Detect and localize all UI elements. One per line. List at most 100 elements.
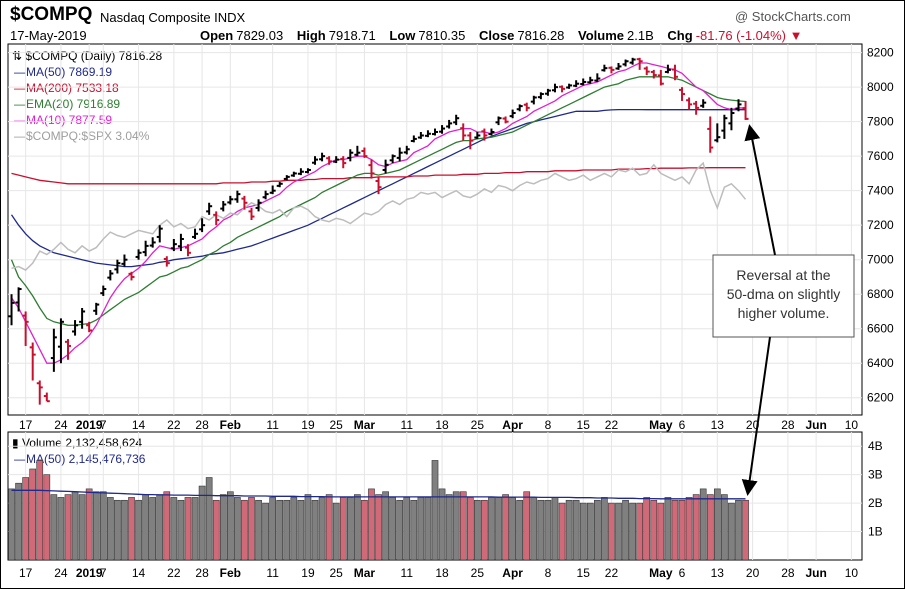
vol-ma50-swatch: —	[14, 452, 26, 466]
volume-bar	[255, 499, 262, 560]
volume-bar	[248, 497, 255, 560]
volume-bar	[339, 497, 347, 560]
volume-bar	[198, 485, 206, 560]
legend-ma50: —MA(50) 7869.19	[14, 65, 112, 79]
volume-bar	[721, 494, 728, 560]
close-value: 7816.28	[517, 28, 565, 43]
volume-bar	[396, 499, 404, 560]
price-y-tick-label: 6600	[867, 322, 894, 336]
legend-ema20-text: EMA(20) 7916.89	[26, 97, 121, 111]
price-x-tick-label: 11	[266, 418, 279, 432]
price-x-tick-label: 11	[401, 418, 414, 432]
volume-bar	[191, 497, 199, 560]
price-x-tick-label: 19	[301, 418, 315, 432]
ema20-line	[10, 76, 746, 326]
volume-label: Volume	[578, 28, 625, 43]
volume-bar	[332, 502, 340, 560]
volume-x-tick-label: 10	[845, 566, 859, 580]
volume-bar	[643, 497, 651, 560]
volume-bar	[692, 494, 700, 560]
ma10-line	[10, 62, 746, 364]
volume-bar	[516, 499, 524, 560]
volume-x-tick-label: 22	[167, 566, 181, 580]
volume-x-tick-label: 19	[301, 566, 315, 580]
volume-x-tick-label: 11	[401, 566, 414, 580]
volume-bar	[234, 497, 241, 560]
volume-bar	[481, 499, 488, 560]
volume-bar	[114, 499, 121, 560]
company-name: Nasdaq Composite INDX	[100, 10, 246, 25]
volume-x-tick-label: Feb	[220, 566, 241, 580]
volume-bar	[163, 491, 171, 560]
stockcharts-watermark[interactable]: @ StockCharts.com	[735, 9, 851, 24]
ohlc-summary: Open 7829.03 High 7918.71 Low 7810.35 Close…	[200, 28, 803, 43]
volume-bar	[664, 497, 672, 560]
volume-bar	[64, 494, 72, 560]
volume-bar	[523, 491, 531, 560]
volume-bar	[177, 499, 185, 560]
price-x-tick-label: Feb	[220, 418, 241, 432]
price-x-tick-label: 22	[167, 418, 181, 432]
price-x-tick-label: 28	[195, 418, 209, 432]
price-x-tick-label: 28	[781, 418, 795, 432]
volume-bar	[57, 497, 65, 560]
volume-bar	[389, 497, 396, 560]
legend-ema20: —EMA(20) 7916.89	[14, 97, 120, 111]
volume-bar	[107, 497, 114, 560]
volume-bar	[184, 497, 192, 560]
volume-bar	[135, 499, 142, 560]
volume-bar	[537, 499, 545, 560]
legend-ma200-text: MA(200) 7533.18	[26, 81, 119, 95]
volume-bar	[283, 499, 291, 560]
price-x-tick-label: 18	[435, 418, 449, 432]
ma200-swatch: —	[14, 81, 26, 95]
volume-bar	[495, 497, 502, 560]
volume-bar	[85, 488, 93, 560]
volume-bar	[375, 494, 382, 560]
volume-x-tick-label: 14	[132, 566, 146, 580]
volume-value: 2.1B	[627, 28, 654, 43]
volume-bar	[346, 497, 354, 560]
volume-bar	[650, 499, 658, 560]
volume-bar	[43, 474, 51, 560]
volume-bar	[361, 499, 368, 560]
volume-bar	[22, 477, 29, 560]
ratio-swatch: —	[14, 129, 26, 143]
volume-bar	[594, 499, 601, 560]
price-x-tick-label: 25	[471, 418, 485, 432]
volume-x-tick-label: 8	[545, 566, 552, 580]
price-y-tick-label: 7600	[867, 149, 894, 163]
price-x-tick-label: 8	[545, 418, 552, 432]
ma50-swatch: —	[14, 65, 26, 79]
price-panel-border	[7, 43, 863, 416]
high-label: High	[296, 28, 326, 43]
volume-bar	[269, 497, 276, 560]
annotation-arrow-volume	[741, 336, 771, 496]
volume-bar	[311, 499, 319, 560]
price-x-tick-label: 25	[330, 418, 344, 432]
volume-bar	[685, 497, 693, 560]
price-x-tick-label: 2019	[76, 418, 103, 432]
volume-bar	[445, 494, 453, 560]
ticker-symbol: $COMPQ	[10, 4, 93, 25]
price-x-tick-label: 7	[100, 418, 107, 432]
volume-x-tick-label: 25	[330, 566, 344, 580]
close-label: Close	[479, 28, 515, 43]
volume-bar	[586, 502, 594, 560]
legend-ma10: —MA(10) 7877.59	[14, 113, 112, 127]
price-x-tick-label: Jun	[805, 418, 826, 432]
price-x-tick-label: 15	[577, 418, 591, 432]
volume-x-tick-label: 28	[781, 566, 795, 580]
volume-bar	[657, 502, 665, 560]
legend-ratio: —$COMPQ:$SPX 3.04%	[14, 129, 149, 143]
volume-ma50-line	[11, 489, 746, 500]
volume-bar	[205, 477, 213, 560]
volume-x-tick-label: 28	[195, 566, 209, 580]
price-y-tick-label: 8200	[867, 46, 894, 60]
volume-bars-icon: ▮	[12, 436, 19, 450]
volume-bar	[601, 497, 608, 560]
volume-bar	[149, 497, 157, 560]
volume-bar	[241, 499, 248, 560]
volume-bar	[572, 499, 580, 560]
volume-bar	[742, 499, 749, 560]
